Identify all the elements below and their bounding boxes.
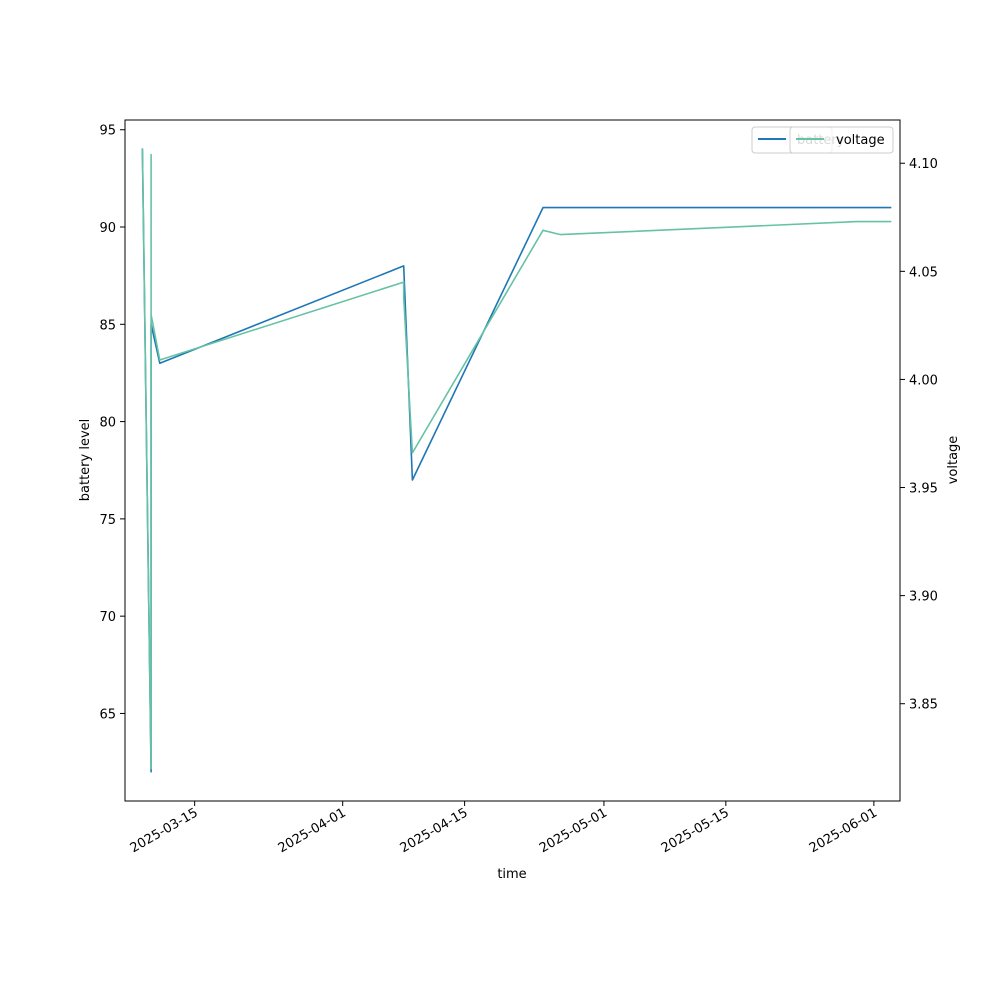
y-tick-label-3: 80: [99, 416, 116, 431]
y-tick-label-1: 70: [99, 610, 116, 625]
y2-tick-label-2: 3.95: [909, 482, 938, 497]
series-line-voltage: [141, 148, 892, 770]
series-layer: [141, 148, 892, 773]
series-line-battery: [141, 149, 892, 773]
legend-voltage: voltage: [789, 126, 894, 154]
y2-tick-label-3: 4.00: [909, 373, 938, 388]
plot-frame: [124, 119, 901, 802]
y-axis-ticks: 65 70 75 80 85 90 95: [99, 124, 125, 722]
y2-tick-label-0: 3.85: [909, 698, 938, 713]
y-tick-label-4: 85: [99, 318, 116, 333]
y-tick-label-5: 90: [99, 221, 116, 236]
y-tick-label-6: 95: [99, 124, 116, 139]
y2-axis-label: voltage: [946, 436, 961, 485]
x-tick-label-3: 2025-05-01: [537, 805, 610, 856]
y2-tick-label-1: 3.90: [909, 590, 938, 605]
legend-voltage-frame: [789, 126, 894, 154]
x-tick-label-5: 2025-06-01: [807, 805, 880, 856]
y2-tick-label-4: 4.05: [909, 265, 938, 280]
y-tick-label-2: 75: [99, 513, 116, 528]
x-axis-label: time: [497, 867, 526, 882]
x-axis-ticks: 2025-03-15 2025-04-01 2025-04-15 2025-05-01…: [128, 801, 880, 856]
y-tick-label-0: 65: [99, 707, 116, 722]
y2-tick-label-5: 4.10: [909, 157, 938, 172]
legend-voltage-label: voltage: [836, 133, 885, 148]
x-tick-label-0: 2025-03-15: [128, 805, 201, 856]
x-tick-label-4: 2025-05-15: [659, 805, 732, 856]
x-tick-label-2: 2025-04-15: [398, 805, 471, 856]
x-tick-label-1: 2025-04-01: [276, 805, 349, 856]
y2-axis-ticks: 3.85 3.90 3.95 4.00 4.05 4.10: [900, 157, 938, 713]
y-axis-label: battery level: [78, 419, 93, 502]
